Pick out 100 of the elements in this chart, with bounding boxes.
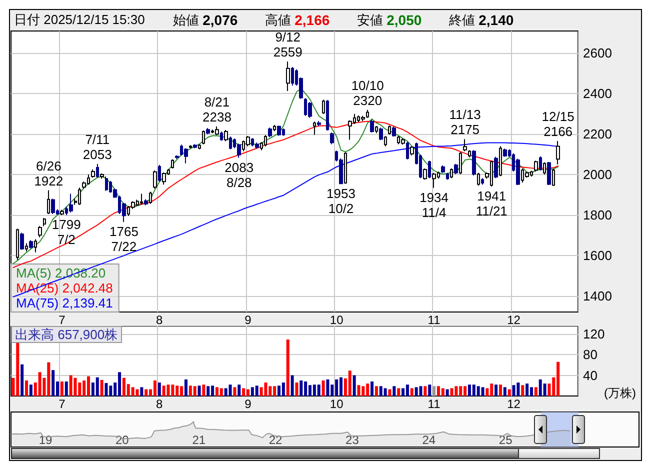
candlestick — [539, 156, 542, 171]
y-tick-label: 2600 — [583, 46, 612, 61]
text: 終値 2,140 — [448, 12, 514, 28]
bar — [428, 384, 432, 396]
bar — [424, 386, 427, 396]
candlestick — [16, 228, 19, 260]
text: 安値 2,050 — [357, 12, 422, 28]
bar — [516, 382, 520, 396]
candlestick — [326, 100, 329, 131]
candlestick — [34, 238, 37, 253]
candlestick — [264, 134, 267, 147]
bar — [264, 382, 268, 396]
bar — [503, 387, 506, 396]
candlestick — [47, 190, 50, 214]
bar — [38, 372, 42, 396]
y-tick-label: 2000 — [583, 167, 612, 182]
bar — [202, 384, 206, 396]
bar — [140, 387, 144, 396]
candlestick — [193, 144, 197, 149]
candlestick — [206, 128, 210, 135]
annotation: 1765 7/22 — [109, 224, 138, 254]
bar — [494, 384, 498, 396]
candlestick — [60, 209, 64, 216]
x-tick-label: 8 — [156, 313, 164, 327]
bar — [406, 384, 409, 396]
x-tick-label: 21 — [192, 433, 206, 447]
candlestick — [477, 172, 480, 186]
candlestick — [317, 120, 321, 127]
candlestick — [423, 168, 427, 180]
bar — [410, 388, 414, 396]
x-tick-label: 11 — [428, 397, 441, 411]
candlestick — [51, 198, 55, 214]
bar — [300, 380, 303, 396]
y-tick-label: 2400 — [583, 86, 612, 102]
bar — [526, 384, 529, 396]
candlestick — [494, 156, 498, 179]
candlestick — [454, 164, 458, 175]
candlestick — [25, 242, 28, 252]
bar — [74, 378, 77, 396]
chart-title: 日付 2025/12/15 15:30 — [14, 12, 145, 27]
bar — [392, 386, 396, 396]
candlestick — [459, 152, 462, 175]
candlestick — [268, 127, 272, 138]
bar — [96, 377, 99, 396]
candlestick — [105, 176, 108, 192]
bar — [388, 389, 392, 396]
bar — [52, 370, 55, 396]
candlestick — [291, 66, 294, 86]
candlestick — [552, 168, 555, 186]
annotation: 1941 11/21 — [476, 188, 508, 218]
x-tick-label: 22 — [268, 433, 283, 447]
y-tick-label: 1800 — [583, 207, 612, 222]
y-tick-label: 1600 — [583, 248, 612, 263]
candlestick — [220, 131, 223, 142]
bar — [220, 388, 223, 396]
bar — [450, 388, 454, 396]
candlestick — [158, 164, 161, 182]
annotation: 11/13 2175 — [449, 107, 481, 138]
bar — [104, 383, 108, 396]
bar — [246, 389, 250, 396]
bar — [228, 384, 232, 396]
bar — [432, 386, 436, 396]
candlestick — [308, 102, 312, 118]
candlestick — [379, 127, 383, 141]
x-tick-label: 23 — [346, 433, 360, 447]
annotation: 6/26 1922 — [34, 158, 64, 188]
bar — [508, 389, 511, 396]
bar — [290, 375, 294, 396]
text: 始値 2,076 — [173, 12, 238, 28]
bar — [402, 388, 405, 396]
y-axis-title: (万株) — [604, 386, 636, 400]
bar — [521, 385, 524, 396]
bar — [441, 388, 444, 396]
annotation: 12/15 2166 — [542, 108, 574, 139]
bar — [326, 379, 330, 396]
x-tick-label: 12 — [507, 313, 521, 327]
bar — [60, 381, 64, 396]
candlestick — [202, 130, 205, 145]
annotation: 1953 10/2 — [326, 186, 356, 216]
bar — [419, 386, 422, 396]
candlestick — [556, 140, 560, 165]
x-tick-label: 9 — [244, 313, 252, 327]
candlestick — [184, 148, 188, 164]
bar — [206, 386, 210, 396]
candlestick — [410, 146, 414, 156]
candlestick — [91, 168, 95, 178]
chart-title: 出来高 657,900株 — [15, 327, 118, 342]
candlestick — [224, 130, 228, 142]
bar — [184, 379, 188, 396]
candlestick — [344, 152, 347, 184]
candlestick — [384, 136, 387, 147]
candlestick — [481, 178, 484, 186]
bar — [158, 382, 161, 396]
bar — [348, 370, 352, 396]
candlestick — [441, 164, 445, 174]
candlestick — [313, 121, 316, 136]
bar — [255, 386, 258, 396]
candlestick — [322, 99, 325, 114]
candlestick — [534, 160, 538, 172]
candlestick — [525, 171, 529, 178]
